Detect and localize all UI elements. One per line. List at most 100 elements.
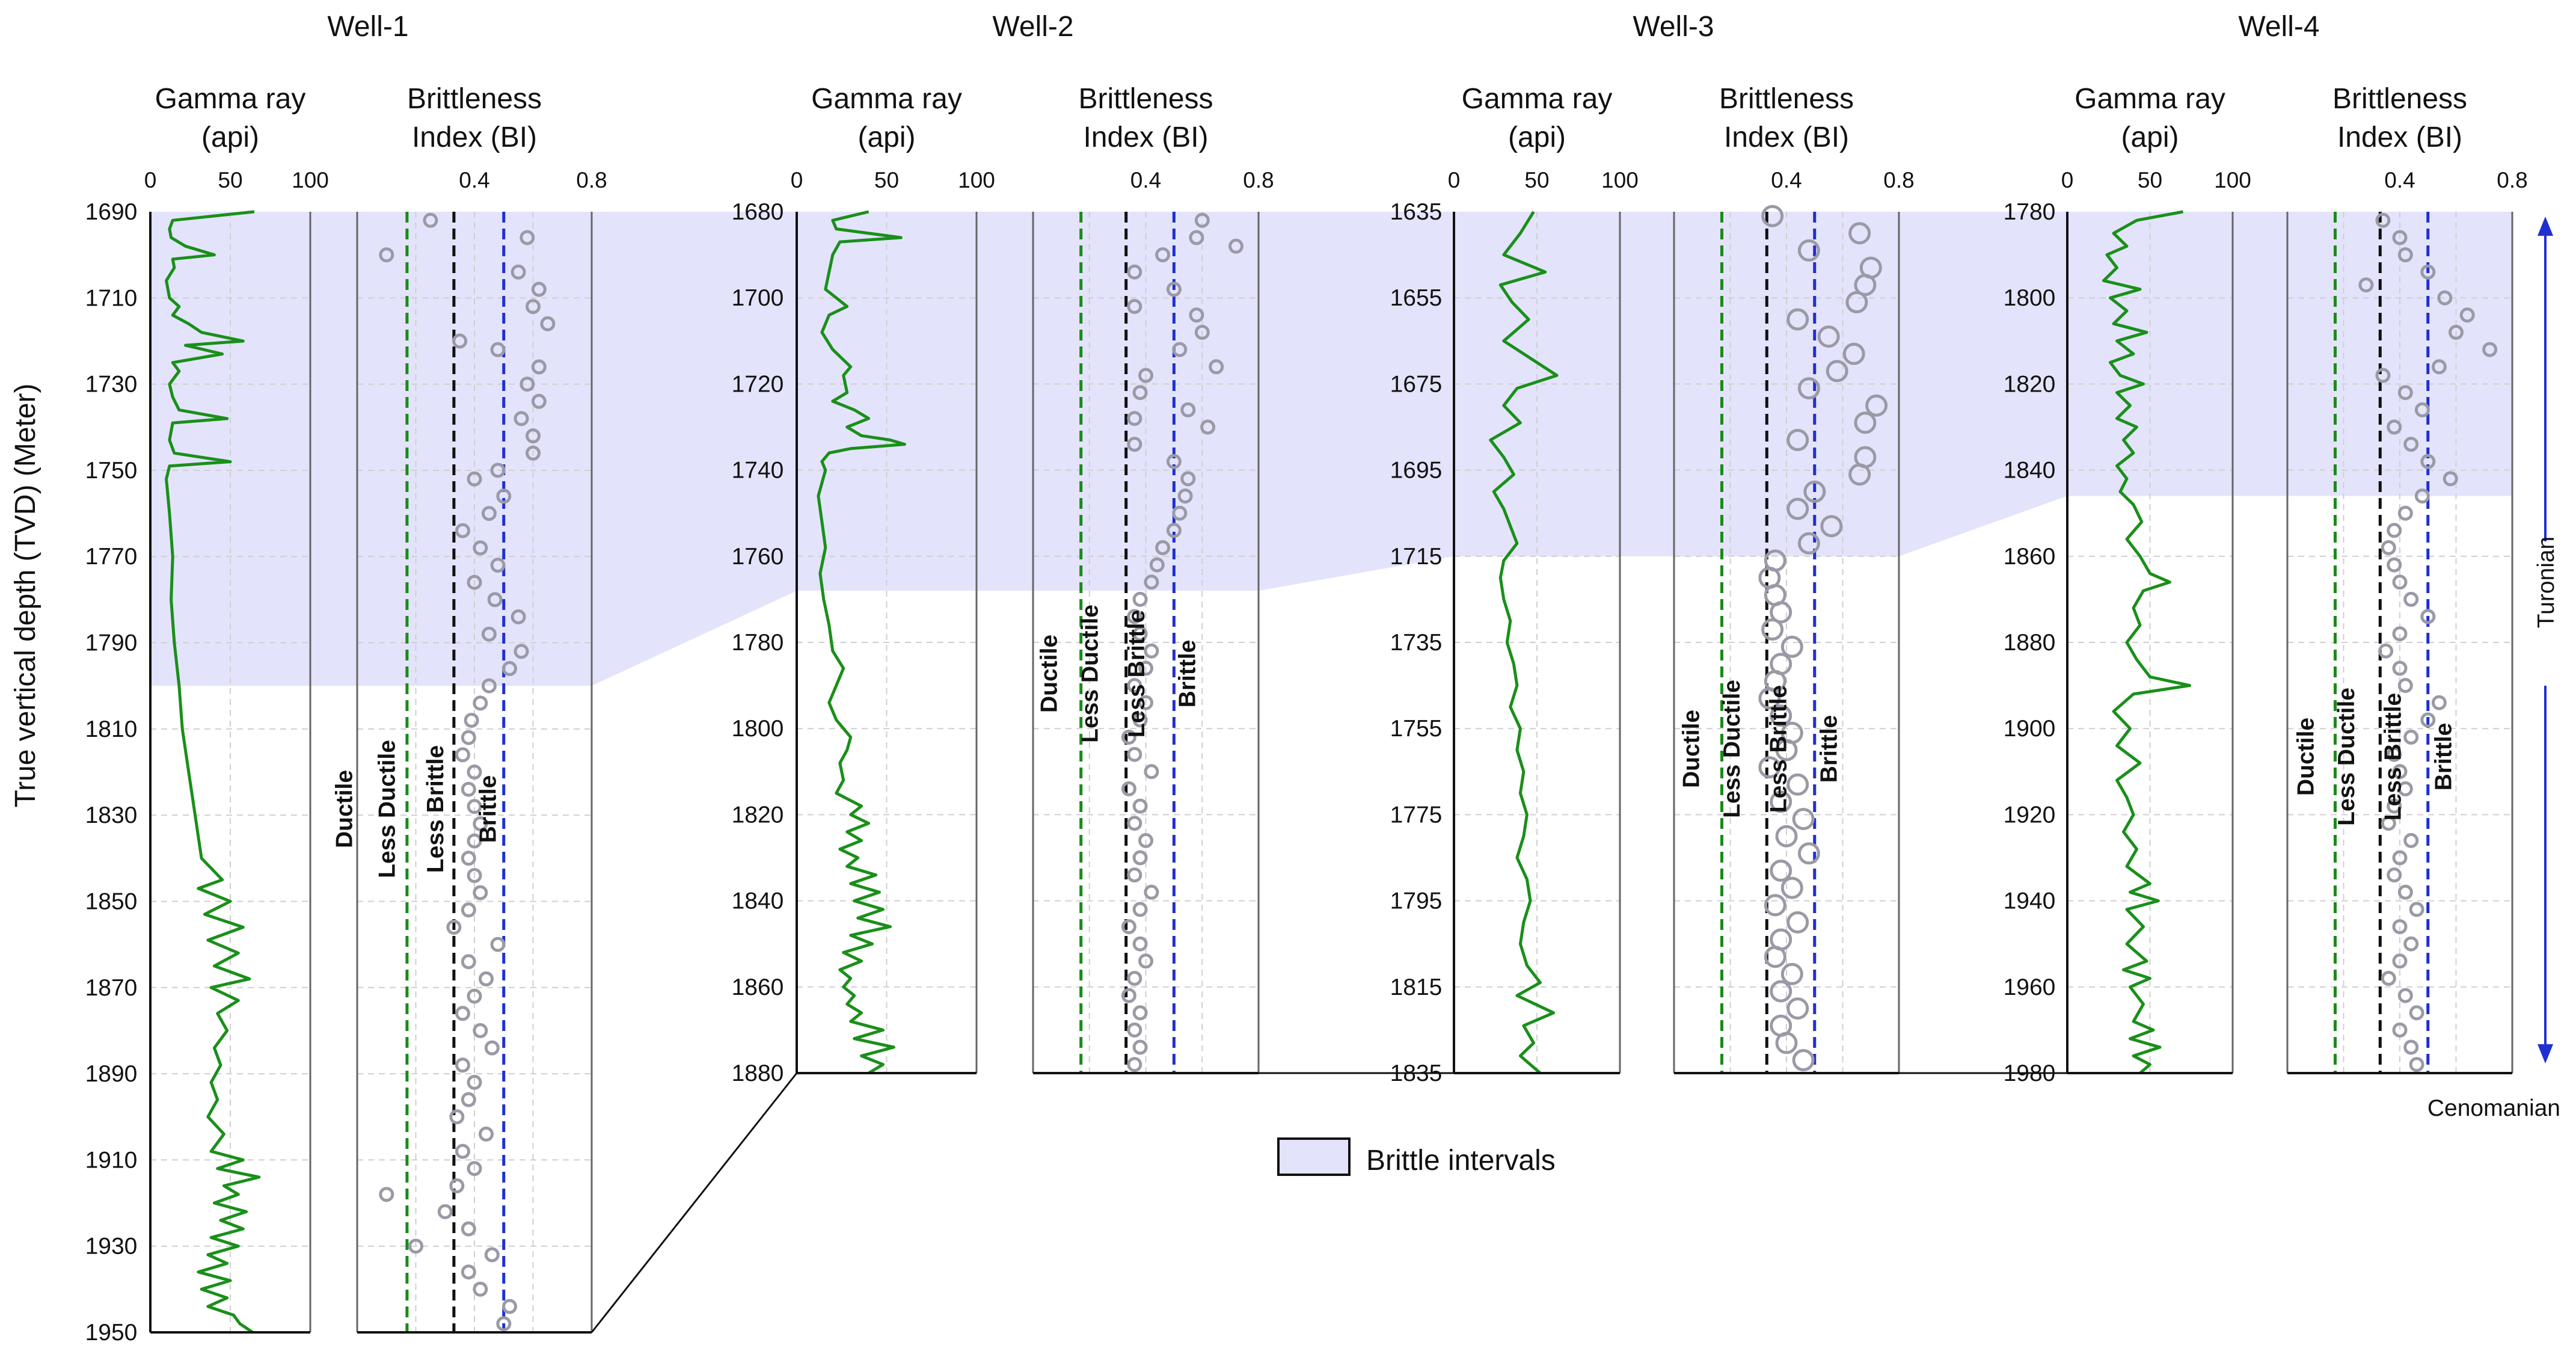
brittleness-point xyxy=(455,523,470,538)
brittleness-point xyxy=(1127,678,1142,694)
brittleness-point xyxy=(1780,876,1803,899)
depth-tick-label: 1820 xyxy=(2004,371,2056,397)
brittleness-point xyxy=(1138,660,1153,676)
brittleness-point xyxy=(1138,953,1153,969)
brittleness-point xyxy=(2397,678,2413,694)
brittleness-point xyxy=(2403,936,2419,952)
brittleness-point xyxy=(1770,790,1792,813)
brittleness-point xyxy=(1764,946,1786,968)
brittleness-point xyxy=(1127,1022,1142,1038)
brittleness-point xyxy=(2381,971,2396,986)
brittleness-point xyxy=(2392,230,2408,245)
brittleness-point xyxy=(490,342,506,357)
text-layer: 1690 1710 1730 1750 1770 1790 1810 1830 1850 1870… xyxy=(85,11,2528,1346)
gr-tick-label: 0 xyxy=(144,168,157,192)
brittleness-point xyxy=(481,678,497,694)
brittleness-point xyxy=(2414,488,2430,504)
brittleness-point xyxy=(1770,980,1792,1003)
brittleness-point xyxy=(531,359,547,375)
brittleness-point xyxy=(1797,377,1820,400)
depth-tick-label: 1920 xyxy=(2004,802,2056,828)
brittleness-point xyxy=(520,230,535,245)
brittleness-point xyxy=(1770,601,1792,624)
brittleness-point xyxy=(1786,429,1809,451)
brittleness-point xyxy=(2387,523,2402,538)
brittleness-point xyxy=(540,316,556,331)
depth-tick-label: 1790 xyxy=(85,630,138,656)
brittleness-point xyxy=(2403,730,2419,745)
brittleness-point xyxy=(1786,997,1809,1020)
gamma-ray-line xyxy=(165,210,261,1334)
turonian-label: Turonian xyxy=(2533,537,2559,628)
depth-tick-label: 1800 xyxy=(2004,285,2056,311)
gr-tick-label: 100 xyxy=(2214,168,2251,192)
zone-label-3: Brittle xyxy=(2431,723,2457,791)
brittleness-point xyxy=(1775,1032,1798,1054)
brittleness-point xyxy=(1155,540,1171,555)
bi-tick-label: 0.8 xyxy=(1243,168,1274,192)
depth-tick-label: 1810 xyxy=(85,716,138,742)
brittleness-point xyxy=(464,713,479,728)
depth-tick-label: 1795 xyxy=(1390,888,1443,914)
brittleness-point xyxy=(1775,739,1798,762)
brittleness-point xyxy=(1127,609,1142,624)
brittleness-point xyxy=(452,333,468,349)
brittleness-point xyxy=(2387,867,2402,883)
brittleness-point xyxy=(1132,936,1148,952)
zone-label-1: Less Ductile xyxy=(374,740,400,878)
brittleness-point xyxy=(467,988,482,1004)
brittleness-point xyxy=(408,1239,423,1254)
bi-tick-label: 0.4 xyxy=(1130,168,1161,192)
brittleness-point xyxy=(502,661,517,676)
zone-label-1: Less Ductile xyxy=(2334,688,2360,826)
brittleness-point xyxy=(1144,764,1159,780)
gr-tick-label: 50 xyxy=(2138,168,2162,192)
marks-layer xyxy=(165,205,2498,1334)
brittleness-point xyxy=(2403,437,2419,452)
depth-tick-label: 1750 xyxy=(85,458,138,484)
legend-swatch xyxy=(1277,1137,1351,1176)
brittleness-point xyxy=(526,299,541,315)
brittleness-point xyxy=(1209,359,1224,375)
brittleness-point xyxy=(484,1040,500,1056)
brittleness-point xyxy=(473,816,488,831)
brittleness-point xyxy=(1780,962,1803,985)
brittleness-point xyxy=(2397,781,2413,796)
brittleness-point xyxy=(2358,277,2374,293)
brittleness-point xyxy=(2414,402,2430,417)
brittleness-point xyxy=(2449,325,2464,340)
brittleness-point xyxy=(467,471,482,487)
brittleness-point xyxy=(1786,773,1809,796)
brittleness-point xyxy=(461,902,476,918)
gr-tick-label: 50 xyxy=(1524,168,1549,192)
brittleness-point xyxy=(511,609,526,624)
brittleness-point xyxy=(461,954,476,970)
brittleness-point xyxy=(1786,497,1809,520)
brittleness-point xyxy=(379,1187,394,1202)
gr-tick-label: 0 xyxy=(2061,168,2074,192)
brittleness-point xyxy=(2403,832,2419,848)
zone-label-2: Less Brittle xyxy=(1765,685,1791,813)
brittleness-point xyxy=(479,1126,494,1142)
depth-tick-label: 1860 xyxy=(2004,544,2056,570)
depth-tick-label: 1635 xyxy=(1390,199,1443,225)
brittleness-point xyxy=(379,247,394,263)
depth-tick-label: 1730 xyxy=(85,372,138,398)
depth-tick-label: 1800 xyxy=(732,716,784,742)
brittleness-point xyxy=(1797,532,1820,555)
brittleness-point xyxy=(1132,1039,1148,1055)
brittleness-point xyxy=(511,264,526,280)
brittleness-point xyxy=(1194,325,1210,340)
brittleness-point xyxy=(1200,419,1216,435)
brittleness-point xyxy=(1132,712,1148,728)
brittleness-point xyxy=(1797,239,1820,262)
brittleness-point xyxy=(1138,368,1153,383)
brittleness-point xyxy=(1121,730,1136,745)
brittleness-point xyxy=(2397,505,2413,521)
brittleness-point xyxy=(1127,746,1142,762)
brittleness-point xyxy=(1792,808,1815,831)
brittleness-point xyxy=(2381,540,2396,555)
brittleness-point xyxy=(1848,222,1871,245)
brittleness-point xyxy=(2443,471,2458,487)
depth-tick-label: 1755 xyxy=(1390,716,1443,742)
